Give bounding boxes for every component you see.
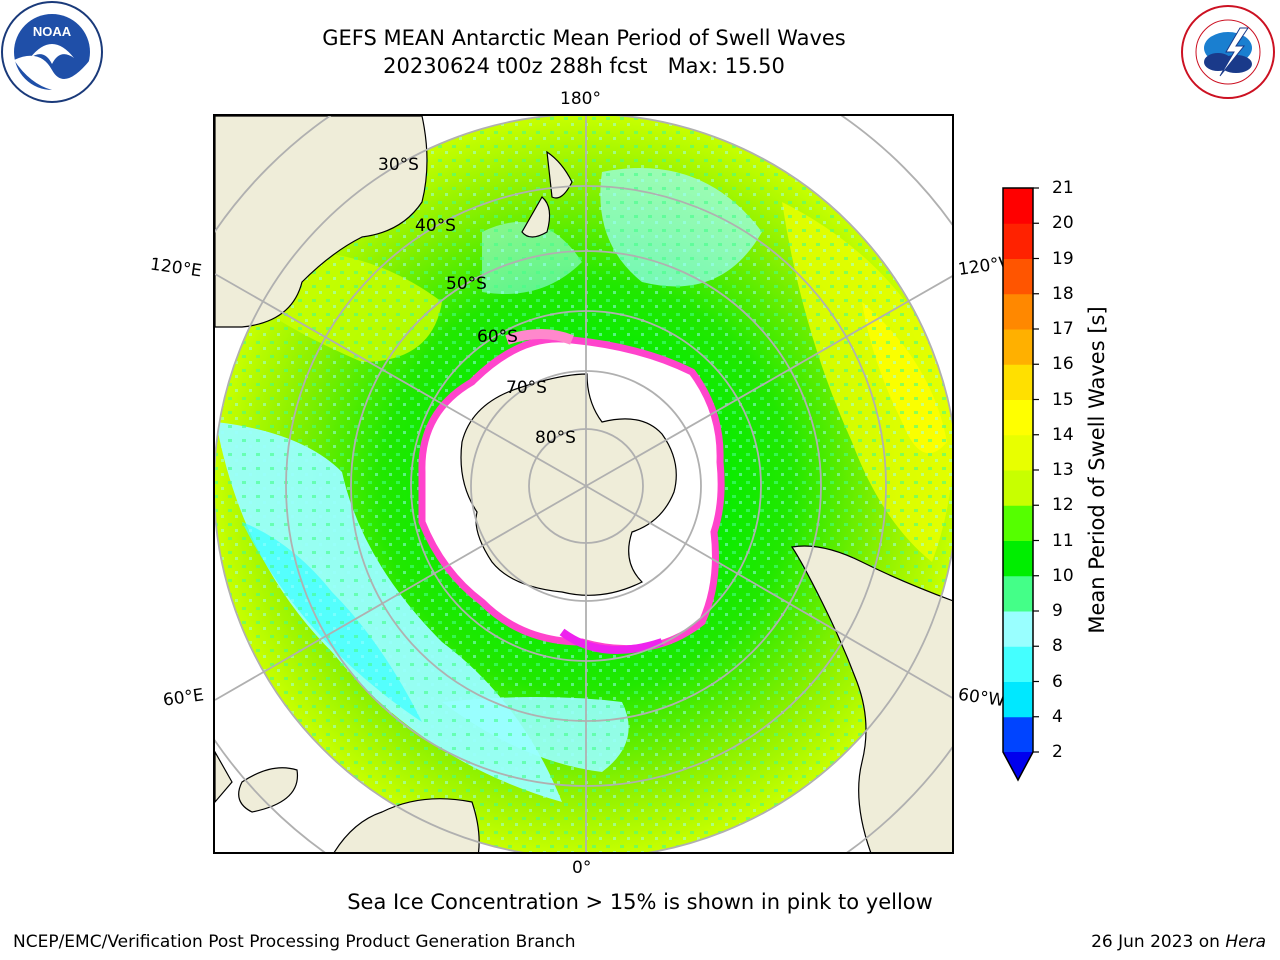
colorbar-tick-label: 17 bbox=[1052, 319, 1074, 339]
machine-name: Hera bbox=[1225, 932, 1266, 952]
lat-label-80s: 80°S bbox=[535, 428, 576, 448]
colorbar-tick-label: 9 bbox=[1052, 601, 1063, 621]
colorbar-segment bbox=[1003, 364, 1033, 400]
polar-map: 30°S 40°S 50°S 60°S 70°S 80°S bbox=[215, 116, 952, 852]
colorbar-segment bbox=[1003, 223, 1033, 259]
lon-label-0: 0° bbox=[572, 858, 592, 878]
colorbar-tick-label: 13 bbox=[1052, 460, 1074, 480]
chart-title: GEFS MEAN Antarctic Mean Period of Swell… bbox=[322, 26, 846, 50]
colorbar-segment bbox=[1003, 329, 1033, 365]
colorbar-tick-label: 16 bbox=[1052, 354, 1074, 375]
colorbar-tick-label: 2 bbox=[1052, 742, 1063, 762]
colorbar-segment bbox=[1003, 188, 1033, 224]
antarctica-land bbox=[460, 373, 677, 596]
lat-label-40s: 40°S bbox=[415, 216, 456, 236]
graticule bbox=[215, 116, 952, 852]
colorbar-tick-label: 6 bbox=[1052, 671, 1063, 692]
lat-label-30s: 30°S bbox=[378, 155, 419, 175]
map-panel: 30°S 40°S 50°S 60°S 70°S 80°S bbox=[213, 114, 954, 854]
colorbar-segment bbox=[1003, 646, 1033, 682]
colorbar bbox=[1002, 187, 1039, 782]
colorbar-segment bbox=[1003, 611, 1033, 647]
colorbar-tick-label: 14 bbox=[1052, 424, 1074, 445]
colorbar-segment bbox=[1003, 681, 1033, 718]
colorbar-segment bbox=[1003, 399, 1033, 436]
colorbar-tick-label: 21 bbox=[1052, 178, 1074, 198]
date-text: 26 Jun 2023 on bbox=[1091, 932, 1220, 952]
colorbar-tick-label: 15 bbox=[1052, 389, 1074, 410]
lon-label-180: 180° bbox=[560, 89, 601, 109]
lon-label-120e: 120°E bbox=[148, 254, 203, 282]
colorbar-segment bbox=[1003, 258, 1033, 295]
colorbar-tick-label: 11 bbox=[1052, 530, 1074, 551]
noaa-logo: NOAA bbox=[1, 1, 103, 103]
colorbar-segment bbox=[1003, 575, 1033, 612]
colorbar-tick-label: 8 bbox=[1052, 636, 1063, 657]
noaa-logo-text: NOAA bbox=[33, 24, 72, 39]
colorbar-segment bbox=[1003, 470, 1033, 506]
nws-logo bbox=[1181, 5, 1275, 99]
lat-label-50s: 50°S bbox=[446, 274, 487, 294]
colorbar-tick-label: 20 bbox=[1052, 213, 1074, 234]
credit-text: NCEP/EMC/Verification Post Processing Pr… bbox=[13, 932, 576, 952]
colorbar-tick-label: 19 bbox=[1052, 248, 1074, 269]
colorbar-segment bbox=[1003, 293, 1033, 330]
chart-subtitle: 20230624 t00z 288h fcst Max: 15.50 bbox=[383, 54, 785, 78]
colorbar-tick-label: 4 bbox=[1052, 706, 1063, 727]
colorbar-segment bbox=[1003, 434, 1033, 471]
colorbar-tick-label: 18 bbox=[1052, 283, 1074, 304]
lon-label-60w: 60°W bbox=[956, 684, 1007, 712]
colorbar-title: Mean Period of Swell Waves [s] bbox=[1085, 306, 1109, 634]
colorbar-segment bbox=[1003, 540, 1033, 577]
colorbar-tick-label: 12 bbox=[1052, 495, 1074, 516]
colorbar-under-extension bbox=[1003, 752, 1033, 780]
lon-label-60e: 60°E bbox=[161, 685, 206, 711]
sea-ice-note: Sea Ice Concentration > 15% is shown in … bbox=[347, 890, 933, 914]
lat-label-60s: 60°S bbox=[477, 327, 518, 347]
lat-label-70s: 70°S bbox=[506, 378, 547, 398]
date-stamp: 26 Jun 2023 on Hera bbox=[1091, 932, 1266, 952]
colorbar-segment bbox=[1003, 505, 1033, 541]
colorbar-segment bbox=[1003, 716, 1033, 753]
colorbar-tick-label: 10 bbox=[1052, 565, 1074, 586]
